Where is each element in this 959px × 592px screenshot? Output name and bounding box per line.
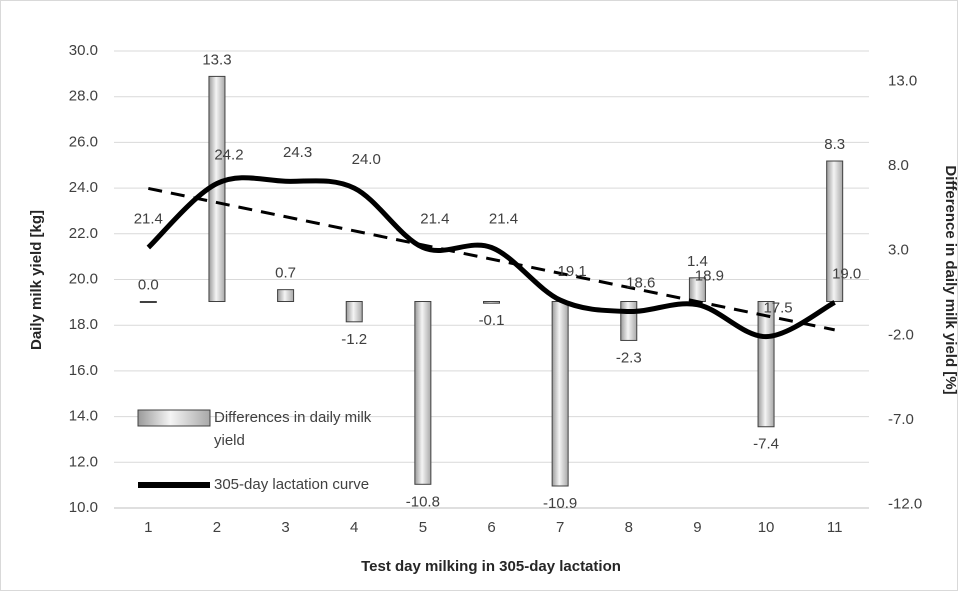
y-axis-title: Daily milk yield [kg] <box>28 210 45 350</box>
bar <box>414 301 432 485</box>
bar-value-label: 0.0 <box>138 276 159 293</box>
x-tick-label: 11 <box>827 519 843 536</box>
line <box>146 175 836 340</box>
line-value-label: 17.5 <box>763 300 792 317</box>
y2-tick-label: -12.0 <box>888 496 922 513</box>
bar-value-label: 0.7 <box>275 265 296 282</box>
bar <box>620 301 638 341</box>
bar <box>345 301 363 323</box>
y-tick-label: 22.0 <box>69 225 98 242</box>
y-tick-label: 12.0 <box>69 453 98 470</box>
y2-tick-label: 3.0 <box>888 242 909 259</box>
bar <box>757 301 775 428</box>
bar-value-label: -0.1 <box>479 312 505 329</box>
x-tick-label: 4 <box>350 519 358 536</box>
y2-tick-label: -2.0 <box>888 326 914 343</box>
y-tick-label: 26.0 <box>69 133 98 150</box>
y-tick-label: 18.0 <box>69 316 98 333</box>
line-value-label: 24.3 <box>283 144 312 161</box>
line-value-label: 18.6 <box>626 274 655 291</box>
x-tick-label: 2 <box>213 519 221 536</box>
bar-value-label: 1.4 <box>687 253 708 270</box>
x-tick-label: 7 <box>556 519 564 536</box>
y-tick-label: 10.0 <box>69 499 98 516</box>
y-tick-label: 30.0 <box>69 42 98 59</box>
x-tick-label: 1 <box>144 519 152 536</box>
y2-tick-label: -7.0 <box>888 411 914 428</box>
line-value-label: 19.0 <box>832 265 861 282</box>
bar-value-label: -7.4 <box>753 436 779 453</box>
line-value-label: 24.0 <box>352 151 381 168</box>
x-tick-label: 10 <box>758 519 775 536</box>
y-tick-label: 16.0 <box>69 362 98 379</box>
y2-tick-label: 13.0 <box>888 72 917 89</box>
y-tick-label: 28.0 <box>69 88 98 105</box>
legend-label: 305-day lactation curve <box>214 476 369 493</box>
bar <box>139 301 157 304</box>
line-value-label: 24.2 <box>214 146 243 163</box>
line-value-label: 21.4 <box>420 210 449 227</box>
bar <box>277 289 295 303</box>
bar-value-label: -2.3 <box>616 349 642 366</box>
bar <box>483 301 500 304</box>
line-value-label: 19.1 <box>558 263 587 280</box>
x-tick-label: 9 <box>693 519 701 536</box>
y-tick-label: 14.0 <box>69 408 98 425</box>
legend-label: Differences in daily milk yield <box>214 409 372 449</box>
line-value-label: 21.4 <box>489 210 518 227</box>
x-axis-title: Test day milking in 305-day lactation <box>361 558 621 575</box>
bar-value-label: 13.3 <box>202 51 231 68</box>
bar-value-label: 8.3 <box>824 136 845 153</box>
line-value-label: 18.9 <box>695 268 724 285</box>
trendline <box>148 186 835 332</box>
y-tick-label: 20.0 <box>69 270 98 287</box>
x-tick-label: 3 <box>281 519 289 536</box>
bar-value-label: -10.8 <box>406 493 440 510</box>
x-tick-label: 8 <box>625 519 633 536</box>
line-value-label: 21.4 <box>134 210 163 227</box>
y-tick-label: 24.0 <box>69 179 98 196</box>
bar <box>551 301 569 487</box>
legend-swatch <box>137 409 211 427</box>
x-tick-label: 6 <box>487 519 495 536</box>
x-tick-label: 5 <box>419 519 427 536</box>
bar <box>826 160 844 303</box>
bar-value-label: -1.2 <box>341 331 367 348</box>
y2-tick-label: 8.0 <box>888 157 909 174</box>
bar-value-label: -10.9 <box>543 495 577 512</box>
y2-axis-title: Difference in daily milk yield [%] <box>942 165 959 394</box>
